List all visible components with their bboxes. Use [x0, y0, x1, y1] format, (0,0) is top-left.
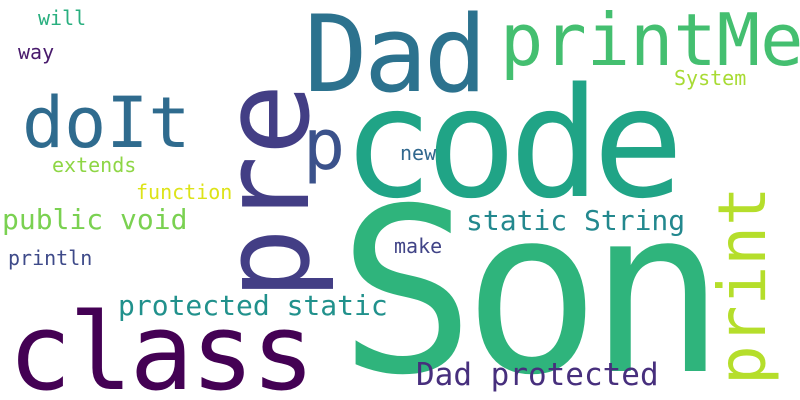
word-new: new — [400, 141, 437, 165]
word-dad: Dad — [304, 0, 487, 116]
word-function: function — [136, 180, 233, 204]
word-son: Son — [338, 159, 726, 400]
word-public-void: public void — [2, 203, 188, 236]
word-code: code — [342, 55, 684, 232]
word-println: println — [8, 246, 93, 270]
word-protected-static: protected static — [118, 289, 388, 322]
word-print: print — [704, 186, 781, 385]
word-doit: doIt — [22, 82, 191, 164]
word-printme: printMe — [500, 0, 800, 82]
word-way: way — [18, 40, 55, 64]
word-p: p — [303, 104, 346, 186]
word-static-string: static String — [466, 204, 686, 237]
word-class: class — [8, 291, 315, 400]
word-system: System — [674, 66, 747, 90]
word-extends: extends — [52, 153, 137, 177]
word-will: will — [38, 6, 87, 30]
word-make: make — [394, 234, 443, 258]
word-dad-protected: Dad protected — [416, 357, 659, 393]
